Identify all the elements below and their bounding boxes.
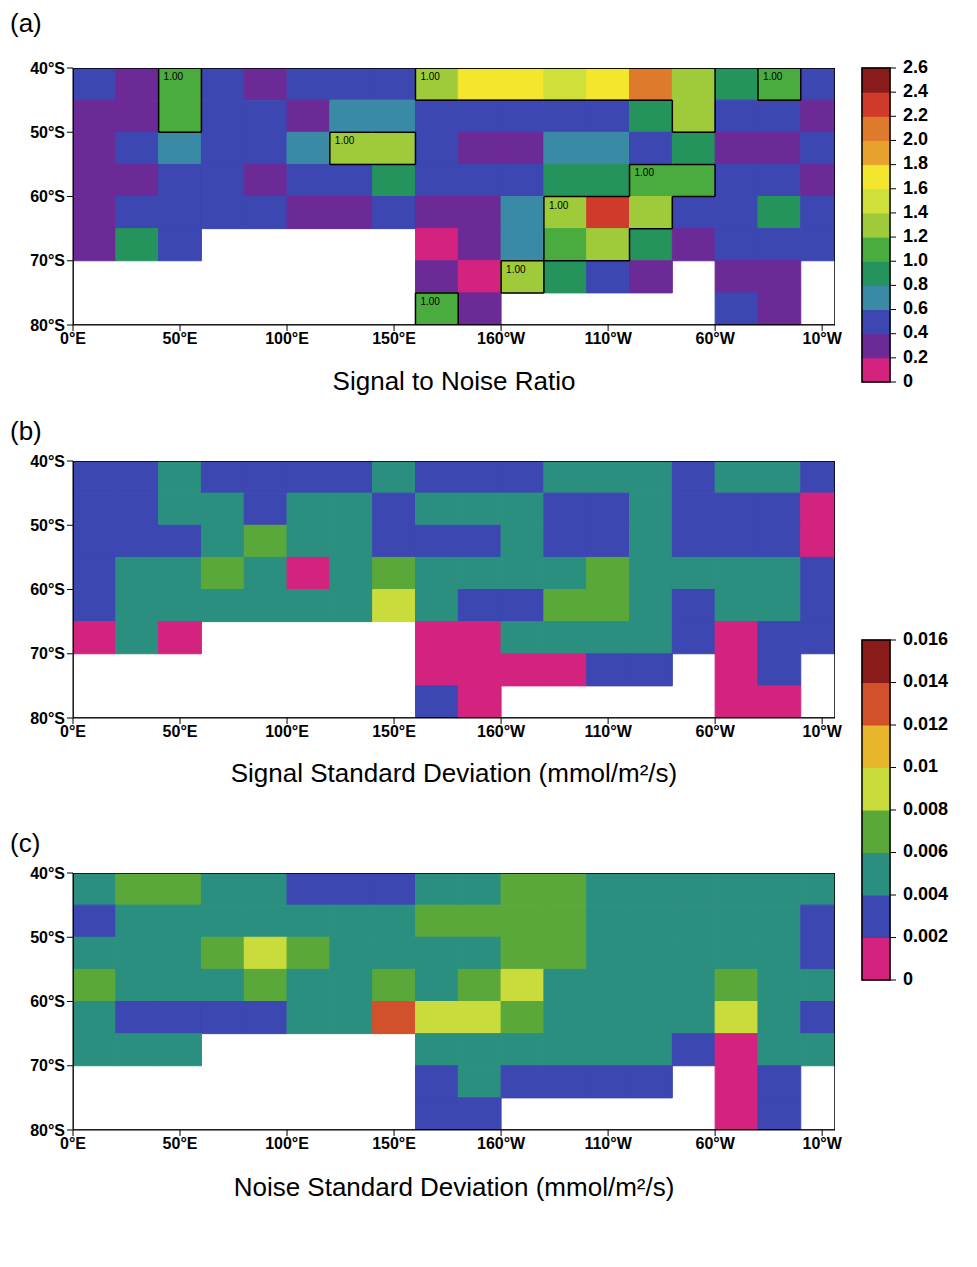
svg-text:160°W: 160°W — [477, 330, 526, 347]
svg-text:1.00: 1.00 — [335, 135, 355, 146]
svg-text:0.014: 0.014 — [903, 671, 948, 691]
svg-text:1.00: 1.00 — [420, 296, 440, 307]
html-text:(b): (b) — [10, 416, 42, 446]
svg-text:110°W: 110°W — [584, 1135, 632, 1152]
svg-text:0.2: 0.2 — [903, 347, 928, 367]
svg-text:2.4: 2.4 — [903, 81, 928, 101]
svg-text:0.006: 0.006 — [903, 841, 948, 861]
svg-text:1.2: 1.2 — [903, 226, 928, 246]
svg-text:0.6: 0.6 — [903, 298, 928, 318]
svg-text:150°E: 150°E — [372, 1135, 416, 1152]
svg-text:1.00: 1.00 — [549, 200, 569, 211]
svg-text:110°W: 110°W — [584, 330, 632, 347]
svg-text:0: 0 — [903, 371, 913, 391]
svg-text:0.8: 0.8 — [903, 274, 928, 294]
svg-text:50°S: 50°S — [30, 929, 65, 946]
html-text:(a): (a) — [10, 8, 42, 38]
svg-text:80°S: 80°S — [30, 710, 65, 727]
svg-text:10°W: 10°W — [803, 723, 843, 740]
svg-text:0.004: 0.004 — [903, 884, 948, 904]
svg-text:50°S: 50°S — [30, 124, 65, 141]
svg-text:70°S: 70°S — [30, 252, 65, 269]
html-text:Signal to Noise Ratio: Signal to Noise Ratio — [332, 366, 576, 396]
svg-text:2.6: 2.6 — [903, 57, 928, 77]
svg-text:0°E: 0°E — [60, 330, 86, 348]
svg-text:1.00: 1.00 — [164, 71, 184, 82]
svg-text:0°E: 0°E — [60, 723, 86, 741]
svg-text:70°S: 70°S — [30, 645, 65, 662]
svg-text:100°E: 100°E — [265, 723, 309, 740]
html-text:Signal Standard Deviation (mmo: Signal Standard Deviation (mmol/m²/s) — [230, 758, 678, 788]
svg-text:70°S: 70°S — [30, 1057, 65, 1074]
svg-text:60°S: 60°S — [30, 188, 65, 205]
svg-text:1.00: 1.00 — [763, 71, 783, 82]
svg-text:0°E: 0°E — [60, 1135, 86, 1153]
svg-text:40°S: 40°S — [30, 453, 65, 470]
svg-text:60°W: 60°W — [695, 330, 735, 347]
svg-text:0.4: 0.4 — [903, 322, 928, 342]
svg-text:10°W: 10°W — [803, 1135, 843, 1152]
svg-text:60°W: 60°W — [695, 723, 735, 740]
svg-text:0.016: 0.016 — [903, 629, 948, 649]
svg-text:0.008: 0.008 — [903, 799, 948, 819]
svg-text:50°E: 50°E — [163, 723, 198, 740]
svg-text:80°S: 80°S — [30, 317, 65, 334]
svg-text:1.8: 1.8 — [903, 153, 928, 173]
svg-text:0.01: 0.01 — [903, 756, 938, 776]
svg-text:1.4: 1.4 — [903, 202, 928, 222]
svg-text:150°E: 150°E — [372, 330, 416, 347]
svg-text:0.002: 0.002 — [903, 926, 948, 946]
svg-text:110°W: 110°W — [584, 723, 632, 740]
svg-text:1.00: 1.00 — [506, 264, 526, 275]
svg-text:160°W: 160°W — [477, 1135, 526, 1152]
svg-text:60°S: 60°S — [30, 993, 65, 1010]
svg-text:1.00: 1.00 — [635, 167, 655, 178]
svg-text:50°E: 50°E — [163, 1135, 198, 1152]
svg-text:50°S: 50°S — [30, 517, 65, 534]
svg-text:10°W: 10°W — [803, 330, 843, 347]
svg-text:1.0: 1.0 — [903, 250, 928, 270]
svg-text:60°W: 60°W — [695, 1135, 735, 1152]
svg-text:0.012: 0.012 — [903, 714, 948, 734]
svg-text:50°E: 50°E — [163, 330, 198, 347]
svg-text:0: 0 — [903, 969, 913, 989]
svg-text:2.2: 2.2 — [903, 105, 928, 125]
svg-text:2.0: 2.0 — [903, 129, 928, 149]
svg-text:100°E: 100°E — [265, 1135, 309, 1152]
svg-text:160°W: 160°W — [477, 723, 526, 740]
html-text:Noise Standard Deviation (mmol: Noise Standard Deviation (mmol/m²/s) — [233, 1172, 675, 1202]
html-text:(c): (c) — [10, 828, 41, 858]
svg-text:40°S: 40°S — [30, 865, 65, 882]
svg-text:80°S: 80°S — [30, 1122, 65, 1139]
svg-text:60°S: 60°S — [30, 581, 65, 598]
svg-text:150°E: 150°E — [372, 723, 416, 740]
svg-text:40°S: 40°S — [30, 60, 65, 77]
svg-text:100°E: 100°E — [265, 330, 309, 347]
svg-text:1.6: 1.6 — [903, 178, 928, 198]
svg-text:1.00: 1.00 — [420, 71, 440, 82]
